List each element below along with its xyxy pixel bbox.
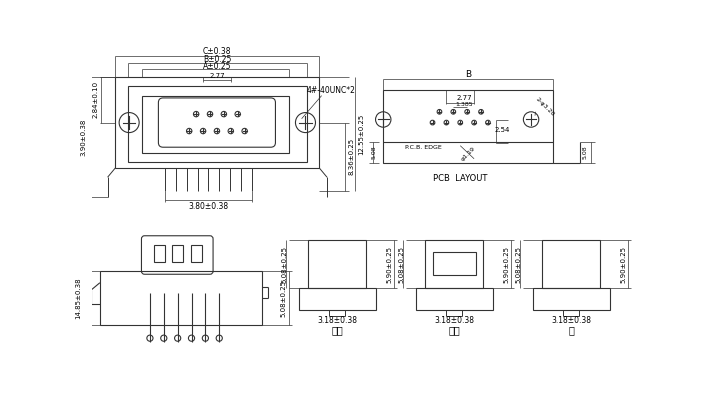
Text: 3.18±0.38: 3.18±0.38 [434, 316, 474, 325]
Text: 2-φ3.20: 2-φ3.20 [534, 97, 555, 118]
Text: 5.90±0.25: 5.90±0.25 [620, 246, 627, 283]
Text: B±0.25: B±0.25 [203, 55, 231, 64]
Text: 5.08: 5.08 [583, 146, 588, 160]
Text: 2.77: 2.77 [209, 73, 225, 79]
Text: φ1.19: φ1.19 [460, 146, 476, 162]
Text: C±0.38: C±0.38 [203, 47, 231, 56]
Bar [383, 90, 552, 163]
Text: P.C.B. EDGE: P.C.B. EDGE [405, 145, 442, 150]
Text: 12.55±0.25: 12.55±0.25 [359, 113, 364, 155]
Text: 5.08±0.25: 5.08±0.25 [398, 246, 405, 283]
Text: 4#-40UNC*2: 4#-40UNC*2 [307, 86, 355, 95]
Text: 卧合: 卧合 [331, 325, 343, 335]
Bar [416, 288, 492, 310]
Text: 5.08±0.25: 5.08±0.25 [282, 246, 288, 283]
Bar [299, 288, 375, 310]
Text: 2.84±0.10: 2.84±0.10 [93, 81, 98, 119]
Text: 5.90±0.25: 5.90±0.25 [386, 246, 393, 283]
Text: 3.18±0.38: 3.18±0.38 [317, 316, 357, 325]
Bar [115, 77, 320, 168]
Text: A±0.25: A±0.25 [203, 62, 231, 71]
Bar [432, 252, 476, 275]
Bar [100, 271, 262, 325]
Bar [154, 245, 165, 262]
Bar [142, 96, 288, 153]
Text: 2.77: 2.77 [456, 95, 472, 101]
Text: 5.90±0.25: 5.90±0.25 [503, 246, 510, 283]
Text: 3.18±0.38: 3.18±0.38 [551, 316, 591, 325]
Text: B: B [465, 69, 471, 79]
Text: 3.80±0.38: 3.80±0.38 [189, 202, 228, 211]
Bar [191, 245, 202, 262]
Text: 1.385: 1.385 [455, 103, 473, 107]
Text: 14.85±0.38: 14.85±0.38 [75, 277, 81, 319]
Bar [425, 240, 484, 288]
Text: 3.90±0.38: 3.90±0.38 [81, 119, 87, 156]
Text: 5.08±0.25: 5.08±0.25 [515, 246, 522, 283]
Bar [542, 240, 600, 288]
Text: 5.08: 5.08 [372, 146, 377, 160]
Text: 8.36±0.25: 8.36±0.25 [348, 138, 355, 176]
Bar [533, 288, 609, 310]
Bar [172, 245, 183, 262]
Text: PCB  LAYOUT: PCB LAYOUT [433, 174, 487, 183]
Text: 5.08±0.25: 5.08±0.25 [280, 280, 286, 317]
Text: 2.54: 2.54 [495, 127, 510, 133]
Text: 叉锁: 叉锁 [448, 325, 460, 335]
Bar [308, 240, 367, 288]
Text: 卧: 卧 [568, 325, 574, 335]
Bar [127, 86, 307, 162]
